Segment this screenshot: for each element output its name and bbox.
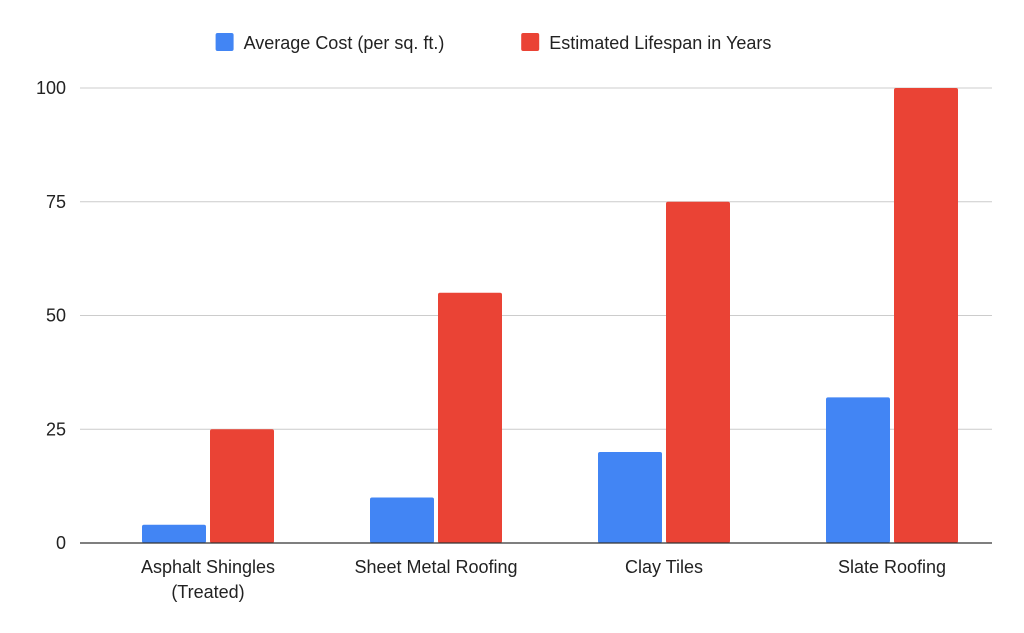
gridlines <box>80 87 992 430</box>
bar-cost-0 <box>142 524 206 543</box>
bar-cost-1 <box>370 497 434 543</box>
legend-label-0: Average Cost (per sq. ft.) <box>244 33 445 53</box>
y-tick-label: 25 <box>46 419 66 439</box>
x-axis-labels: Asphalt Shingles (Treated) Sheet Metal Roo… <box>141 557 946 602</box>
bar-cost-2 <box>598 452 662 543</box>
y-tick-label: 50 <box>46 306 66 326</box>
bar-lifespan-1 <box>438 292 502 543</box>
bar-lifespan-3 <box>894 88 958 543</box>
legend-label-1: Estimated Lifespan in Years <box>549 33 771 53</box>
bar-lifespan-0 <box>210 429 274 543</box>
legend-swatch-1 <box>521 33 540 51</box>
y-tick-label: 100 <box>36 78 66 98</box>
bar-cost-3 <box>826 397 890 543</box>
x-category-label: Sheet Metal Roofing <box>354 557 517 577</box>
y-tick-label: 0 <box>56 533 66 553</box>
bar-lifespan-2 <box>666 201 730 543</box>
legend: Average Cost (per sq. ft.) Estimated Life… <box>215 33 771 53</box>
x-category-label: Clay Tiles <box>625 557 703 577</box>
y-axis-ticks: 0 25 50 75 100 <box>36 78 66 553</box>
legend-swatch-0 <box>215 33 234 51</box>
y-tick-label: 75 <box>46 192 66 212</box>
x-category-label: Asphalt Shingles (Treated) <box>141 557 275 602</box>
bars <box>142 88 958 543</box>
x-category-label: Slate Roofing <box>838 557 946 577</box>
